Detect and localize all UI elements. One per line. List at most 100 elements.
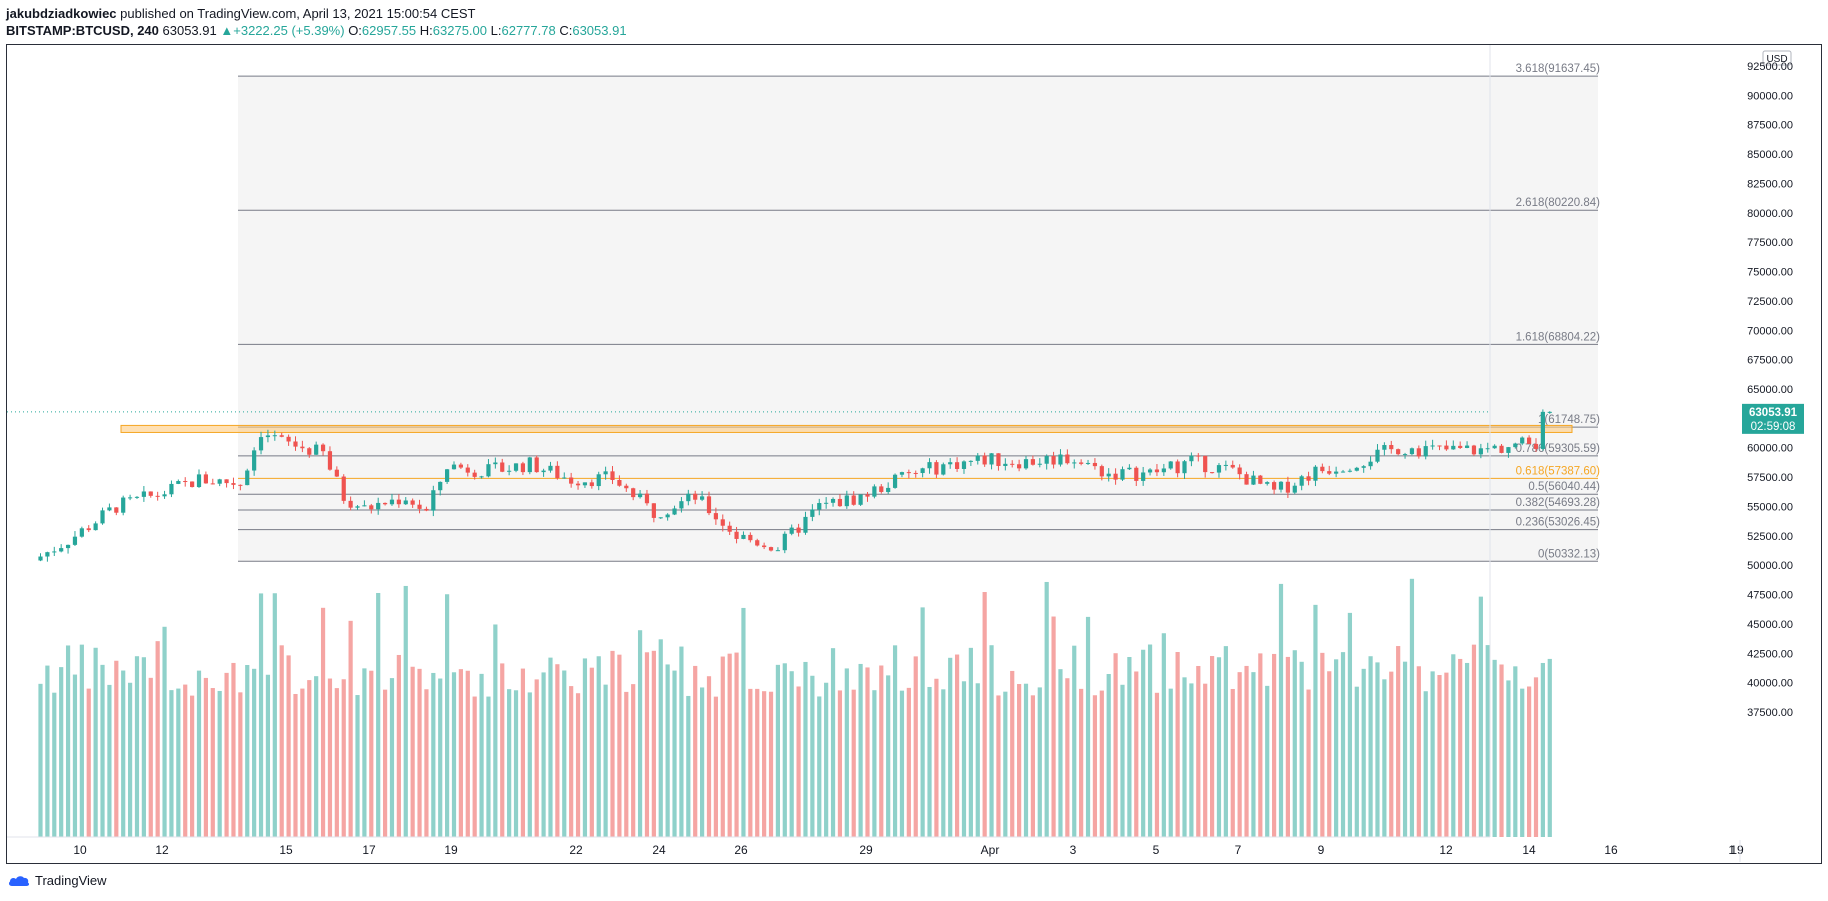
resistance-zone-box[interactable] <box>120 424 1573 433</box>
candle <box>1368 456 1373 470</box>
time-tick-label: 10 <box>73 843 87 857</box>
fibonacci-extension[interactable]: 3.618(91637.45) 2.618(80220.84) 1.618(6880… <box>238 63 1601 562</box>
candle <box>575 480 581 490</box>
volume-bar <box>52 692 57 837</box>
volume-bar <box>596 656 601 837</box>
volume-bar <box>1327 671 1332 837</box>
candle-body <box>1313 466 1318 481</box>
fib-level[interactable]: 2.618(80220.84) <box>238 197 1600 211</box>
candle <box>665 513 670 521</box>
volume-bar <box>1085 616 1091 837</box>
volume-bar <box>341 679 346 837</box>
candle <box>920 467 925 478</box>
candle-body <box>396 499 401 505</box>
candle <box>858 494 863 506</box>
candle <box>672 505 677 516</box>
candle-body <box>913 472 918 474</box>
candle <box>38 553 43 562</box>
volume-bar <box>520 668 526 837</box>
time-tick-label: 19 <box>444 843 458 857</box>
fib-level[interactable]: 1.618(68804.22) <box>238 331 1600 345</box>
candle-body <box>107 507 112 511</box>
candle-body <box>1471 445 1477 455</box>
candle-body <box>245 470 250 486</box>
fib-level[interactable]: 0.236(53026.45) <box>238 517 1600 531</box>
candle <box>727 521 732 536</box>
candle-body <box>989 453 994 465</box>
volume-bar <box>555 664 560 837</box>
fib-level-label: 3.618(91637.45) <box>1516 63 1601 75</box>
volume-bar <box>1044 581 1049 837</box>
fib-level-label: 1(61748.75) <box>1538 414 1600 426</box>
candle <box>472 469 477 480</box>
volume-bar <box>1099 690 1104 837</box>
candle <box>1347 468 1353 473</box>
volume-bar <box>1182 677 1187 837</box>
candle <box>1272 480 1277 495</box>
volume-bar <box>486 696 491 837</box>
time-axis[interactable]: 101215171922242629Apr35791214161919 <box>7 836 1821 862</box>
close-label: C: <box>559 23 573 38</box>
candle-body <box>438 481 443 491</box>
volume-bar <box>1092 695 1098 837</box>
volume-bar <box>148 677 153 837</box>
tradingview-brand[interactable]: TradingView <box>35 873 107 888</box>
price-tick-label: 42500.00 <box>1747 648 1793 660</box>
candle-body <box>755 540 760 546</box>
candle <box>1527 435 1532 444</box>
candle-body <box>1292 485 1297 493</box>
price-tick-label: 90000.00 <box>1747 90 1793 102</box>
fib-level[interactable]: 0.618(57387.60) <box>238 465 1601 479</box>
candle-body <box>369 505 374 510</box>
candle-body <box>307 448 312 455</box>
candle <box>272 430 277 441</box>
volume-bar <box>410 666 415 837</box>
time-tick-label: 9 <box>1318 843 1325 857</box>
candle-body <box>458 464 463 468</box>
volume-bar <box>1409 578 1415 837</box>
fib-level[interactable]: 0.5(56040.44) <box>238 481 1600 495</box>
price-tick-label: 50000.00 <box>1747 560 1793 572</box>
candle-body <box>1547 411 1552 413</box>
fib-level[interactable]: 0.382(54693.28) <box>238 497 1600 511</box>
candle-body <box>954 462 960 469</box>
candle <box>493 457 498 469</box>
candle <box>968 460 973 466</box>
candle-body <box>162 494 167 497</box>
candle-body <box>1044 456 1049 464</box>
fib-level[interactable]: 0(50332.13) <box>238 548 1600 562</box>
volume-bar <box>293 693 298 837</box>
volume-bar <box>637 630 643 837</box>
candle <box>1044 454 1049 470</box>
author-name[interactable]: jakubdziadkowiec <box>6 6 117 21</box>
candle <box>279 432 284 438</box>
candle <box>1003 458 1008 471</box>
volume-bar <box>782 663 787 837</box>
volume-bar <box>424 689 429 837</box>
candle-body <box>1154 469 1160 473</box>
volume-bar <box>906 687 911 837</box>
volume-bar <box>1313 604 1318 837</box>
volume-bar <box>968 647 973 837</box>
candle-body <box>100 510 105 524</box>
candle <box>190 481 195 488</box>
fib-level[interactable]: 3.618(91637.45) <box>238 63 1601 77</box>
candle-body <box>796 527 801 533</box>
volume-bar <box>500 663 505 837</box>
last-price-badge[interactable]: 63053.91 02:59:08 <box>1742 403 1804 434</box>
resistance-zone[interactable] <box>120 424 1573 433</box>
volume-bar <box>548 657 553 837</box>
volume-bar <box>1540 662 1545 837</box>
volume-bar <box>465 670 470 837</box>
volume-bar <box>851 689 856 837</box>
currency-badge[interactable]: USD <box>1762 50 1792 66</box>
volume-bar <box>796 686 801 837</box>
volume-bar <box>451 672 457 837</box>
volume-bar <box>258 593 264 837</box>
candle-body <box>1409 448 1415 455</box>
fib-level-label: 0.618(57387.60) <box>1516 465 1601 477</box>
candle <box>768 546 774 552</box>
volume-bar <box>1506 680 1511 837</box>
